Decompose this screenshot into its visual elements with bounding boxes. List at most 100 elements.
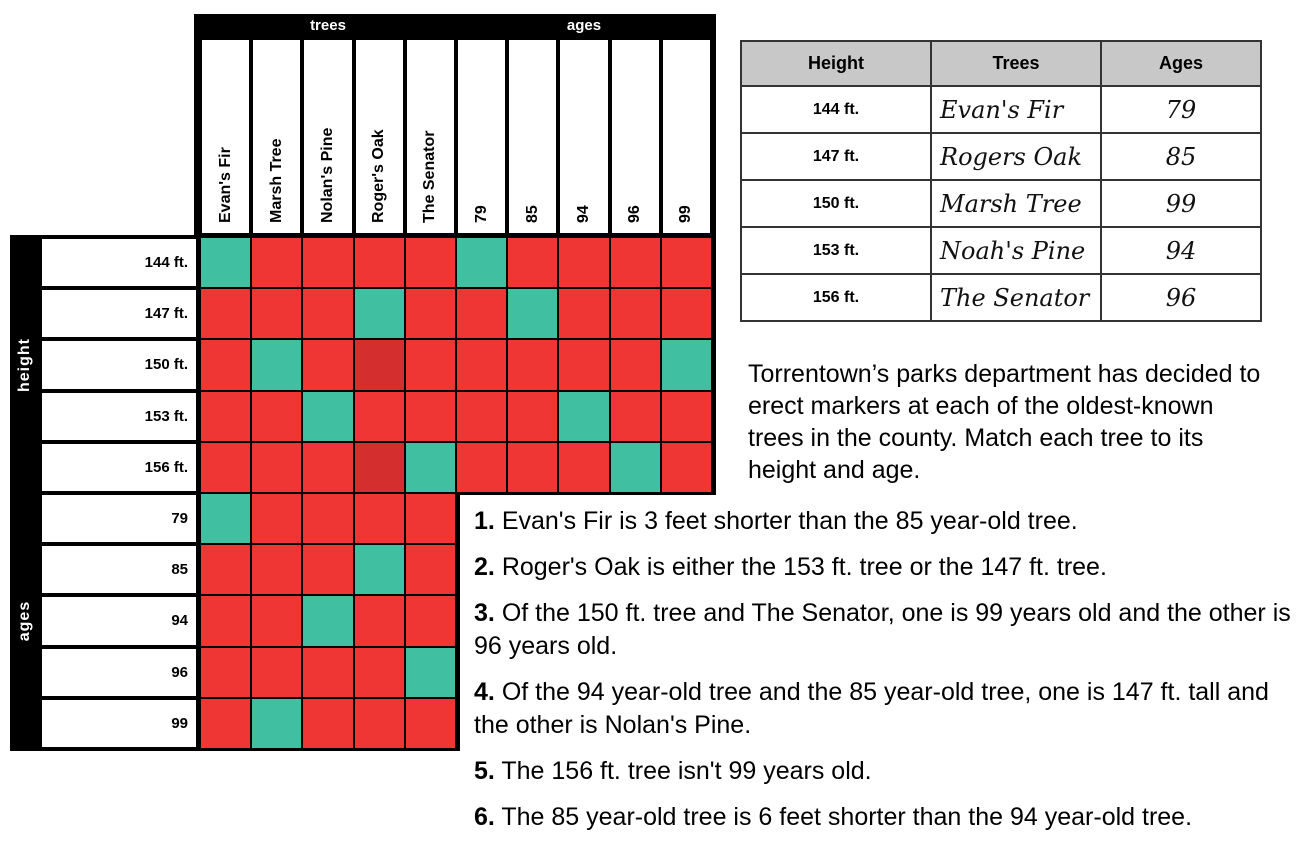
grid-cell-excluded[interactable] [302,441,354,493]
row-header: 79 [42,495,196,543]
solution-table: Height Trees Ages 144 ft. Evan's Fir 79 147… [740,40,1262,322]
grid-cell-excluded[interactable] [660,441,712,493]
grid-cell-excluded[interactable] [353,339,405,391]
row-group-label: ages [16,600,33,642]
grid-cell-excluded[interactable] [200,697,252,749]
grid-cell-excluded[interactable] [456,441,508,493]
grid-cell-match[interactable] [200,493,252,545]
grid-cell-excluded[interactable] [456,339,508,391]
grid-cell-excluded[interactable] [660,288,712,340]
grid-cell-excluded[interactable] [353,493,405,545]
column-header-label: Roger's Oak [370,129,388,223]
grid-cell-excluded[interactable] [558,339,610,391]
grid-cell-excluded[interactable] [251,595,303,647]
solution-row: 153 ft. Noah's Pine 94 [740,226,1262,275]
grid-cell-match[interactable] [456,237,508,289]
grid-cell-excluded[interactable] [251,646,303,698]
grid-cell-excluded[interactable] [200,646,252,698]
grid-cell-excluded[interactable] [353,595,405,647]
grid-cell-excluded[interactable] [200,339,252,391]
grid-cell-excluded[interactable] [507,339,559,391]
solution-row: 150 ft. Marsh Tree 99 [740,179,1262,228]
grid-cell-match[interactable] [353,544,405,596]
grid-cell-excluded[interactable] [251,441,303,493]
grid-cell-excluded[interactable] [353,646,405,698]
grid-cell-match[interactable] [507,288,559,340]
grid-cell-excluded[interactable] [302,339,354,391]
grid-cell-match[interactable] [660,339,712,391]
grid-cell-excluded[interactable] [660,390,712,442]
solution-height: 156 ft. [740,273,932,322]
clue-item: 1. Evan's Fir is 3 feet shorter than the… [474,505,1310,538]
grid-cell-match[interactable] [302,390,354,442]
grid-cell-match[interactable] [558,390,610,442]
grid-cell-excluded[interactable] [251,493,303,545]
grid-cell-excluded[interactable] [609,237,661,289]
clue-list: 1. Evan's Fir is 3 feet shorter than the… [474,505,1310,847]
grid-cell-excluded[interactable] [353,237,405,289]
grid-cell-match[interactable] [404,646,456,698]
column-header-label: Evan's Fir [216,147,234,223]
solution-tree: Marsh Tree [930,179,1102,228]
grid-cell-excluded[interactable] [353,697,405,749]
grid-cell-match[interactable] [404,441,456,493]
column-header-label: 94 [574,205,592,223]
grid-cell-excluded[interactable] [609,288,661,340]
grid-cell-excluded[interactable] [404,390,456,442]
grid-cell-excluded[interactable] [456,390,508,442]
grid-cell-excluded[interactable] [609,390,661,442]
grid-cell-excluded[interactable] [200,544,252,596]
column-header-label: 79 [472,205,490,223]
grid-cell-excluded[interactable] [507,390,559,442]
grid-cell-excluded[interactable] [404,595,456,647]
grid-cell-excluded[interactable] [302,697,354,749]
grid-cell-excluded[interactable] [200,595,252,647]
grid-cell-match[interactable] [353,288,405,340]
grid-cell-excluded[interactable] [251,544,303,596]
grid-cell-excluded[interactable] [456,288,508,340]
grid-cell-excluded[interactable] [302,646,354,698]
grid-cell-excluded[interactable] [558,441,610,493]
grid-cell-excluded[interactable] [558,237,610,289]
grid-cell-excluded[interactable] [558,288,610,340]
row-header: 147 ft. [42,290,196,338]
column-header-label: Nolan's Pine [318,127,336,223]
grid-cell-excluded[interactable] [507,237,559,289]
grid-cell-excluded[interactable] [251,390,303,442]
grid-cell-excluded[interactable] [507,441,559,493]
grid-cell-excluded[interactable] [404,339,456,391]
column-header-label: 96 [626,205,644,223]
grid-cell-excluded[interactable] [609,339,661,391]
grid-cell-excluded[interactable] [302,544,354,596]
grid-cell-excluded[interactable] [302,237,354,289]
grid-cell-excluded[interactable] [404,237,456,289]
grid-cell-excluded[interactable] [404,493,456,545]
header-height: Height [740,40,932,87]
column-header: Marsh Tree [253,40,301,233]
grid-cell-excluded[interactable] [251,288,303,340]
row-header: 94 [42,597,196,645]
grid-cell-excluded[interactable] [302,288,354,340]
grid-cell-excluded[interactable] [660,237,712,289]
grid-cell-excluded[interactable] [200,390,252,442]
solution-age: 99 [1100,179,1262,228]
grid-cell-excluded[interactable] [404,288,456,340]
column-header: 85 [509,40,557,233]
grid-cell-excluded[interactable] [353,390,405,442]
grid-cell-excluded[interactable] [404,544,456,596]
grid-cell-match[interactable] [251,339,303,391]
puzzle-intro: Torrentown’s parks department has decide… [748,360,1261,484]
grid-cell-excluded[interactable] [302,493,354,545]
grid-cell-match[interactable] [302,595,354,647]
grid-cell-match[interactable] [200,237,252,289]
grid-cell-match[interactable] [251,697,303,749]
clue-item: 3. Of the 150 ft. tree and The Senator, … [474,597,1310,663]
grid-cell-excluded[interactable] [200,288,252,340]
grid-cell-excluded[interactable] [251,237,303,289]
grid-cell-excluded[interactable] [200,441,252,493]
grid-cell-match[interactable] [609,441,661,493]
grid-cell-excluded[interactable] [353,441,405,493]
column-header: 96 [611,40,659,233]
grid-cell-excluded[interactable] [404,697,456,749]
clue-text: Roger's Oak is either the 153 ft. tree o… [501,553,1107,581]
